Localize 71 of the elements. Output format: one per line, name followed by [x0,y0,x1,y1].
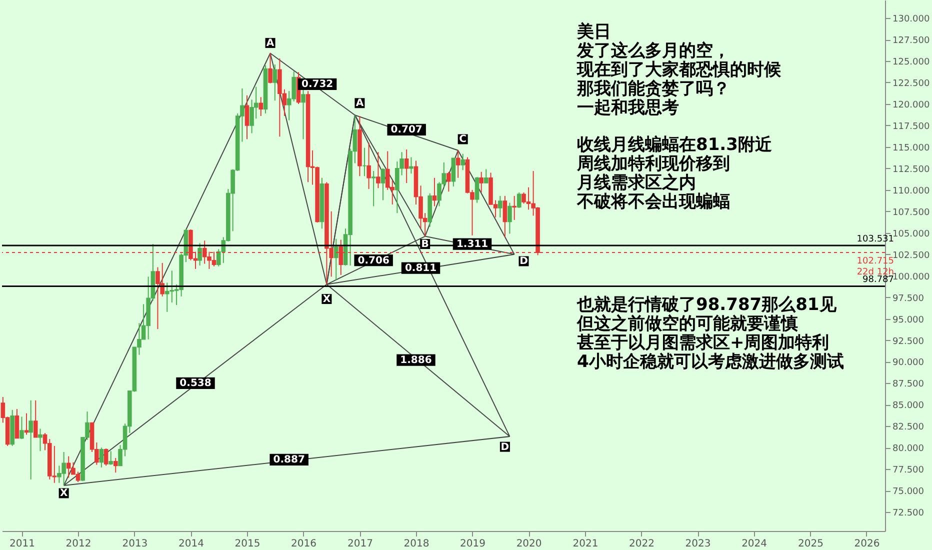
y-tick-label: 125.000 [892,58,930,68]
annotation: 收线月线蝙蝠在81.3附近 [577,135,773,155]
x-tick-label: 2014 [178,538,204,550]
y-tick-label: 100.000 [892,272,930,282]
annotation: D [520,256,528,268]
annotation: 现在到了大家都恐惧的时候 [576,60,782,80]
annotation: 美日 [576,22,611,42]
x-tick-label: 2015 [234,538,260,550]
x-tick-label: 2024 [742,538,768,550]
x-tick-label: 2019 [460,538,486,550]
annotation: B [421,239,429,250]
annotation: 甚至于以月图需求区+周图加特利 [576,333,830,353]
x-tick-label: 2017 [347,538,373,550]
x-tick-label: 2016 [291,538,316,550]
y-tick-label: 85.000 [892,401,924,412]
y-tick-label: 127.500 [892,36,930,46]
annotation: 但这之前做空的可能就要谨慎 [576,314,798,334]
annotation: 1.886 [400,355,432,366]
annotation: 0.732 [301,79,334,90]
x-tick-label: 2013 [122,538,148,550]
y-tick-label: 90.000 [892,358,924,368]
annotation: 月线需求区之内 [576,173,696,193]
x-tick-label: 2020 [516,538,542,550]
annotation: 0.706 [358,255,390,266]
annotation: 那我们能贪婪了吗？ [576,79,730,99]
y-tick-label: 110.000 [892,186,930,196]
y-tick-label: 102.500 [892,250,930,261]
y-tick-label: 115.000 [892,143,930,154]
y-tick-label: 97.500 [892,294,924,304]
y-tick-label: 112.500 [892,164,930,175]
annotation: 0.538 [180,378,212,390]
y-tick-label: 117.500 [892,122,930,132]
y-tick-label: 77.500 [892,466,924,476]
ref-line-label: 103.531 [856,234,894,244]
y-tick-label: 80.000 [892,444,924,454]
y-tick-label: 82.500 [892,422,924,433]
y-tick-label: 120.000 [892,100,930,110]
y-tick-label: 130.000 [892,14,930,25]
x-tick-label: 2026 [854,538,880,550]
x-tick-label: 2022 [629,538,654,550]
ref-line-label: 98.787 [862,275,894,286]
annotation: 不破将不会出现蝙蝠 [576,192,730,212]
annotation: C [459,134,467,146]
annotation: D [500,442,510,453]
annotation: 发了这么多月的空， [576,41,730,61]
x-tick-label: 2018 [404,538,430,550]
annotation: 0.887 [273,454,305,466]
annotation: 0.707 [390,124,422,136]
annotation: 1.311 [456,239,488,250]
annotation: A [266,38,274,49]
annotation: X [60,488,68,500]
y-tick-label: 92.500 [892,336,924,347]
y-tick-label: 87.500 [892,380,924,390]
annotation: 4小时企稳就可以考虑激进做多测试 [577,352,844,372]
y-tick-label: 105.000 [892,229,930,240]
x-tick-label: 2012 [66,538,92,550]
annotation: X [322,294,331,306]
annotation: A [356,98,364,110]
y-tick-label: 75.000 [892,487,924,498]
annotation: 一起和我思考 [577,98,679,118]
x-tick-label: 2023 [685,538,711,550]
y-tick-label: 95.000 [892,315,924,326]
annotation: 也就是行情破了98.787那么81见 [576,295,838,315]
annotation: 周线加特利现价移到 [576,154,730,174]
x-tick-label: 2011 [10,538,35,550]
y-tick-label: 107.500 [892,208,930,218]
x-tick-label: 2021 [572,538,598,550]
annotation: 0.811 [404,263,437,274]
y-tick-label: 122.500 [892,78,930,89]
y-tick-label: 72.500 [892,508,924,519]
x-tick-label: 2025 [798,538,824,550]
